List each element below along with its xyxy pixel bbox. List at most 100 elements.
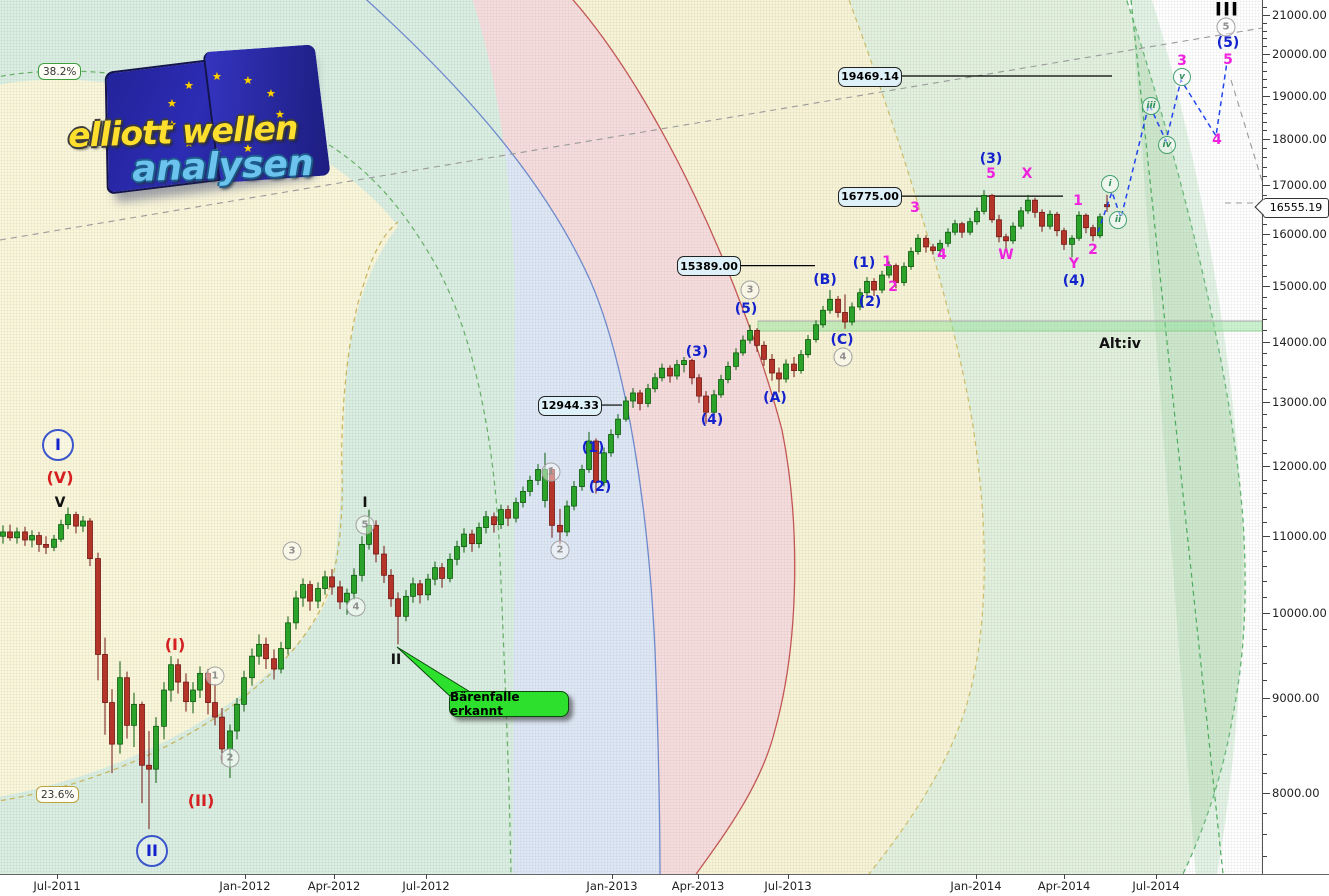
wave-label-red: (II): [187, 791, 215, 810]
y-tick: [1263, 426, 1267, 428]
y-tick: [1263, 734, 1267, 736]
wave-label-magenta: 2: [1088, 242, 1098, 258]
y-tick: [1263, 613, 1270, 615]
wave-label-blue: (B): [813, 272, 837, 288]
wave-label-blue: (4): [700, 412, 724, 428]
wave-label-blue: (2): [858, 294, 882, 310]
y-tick: [1263, 265, 1267, 267]
y-tick: [1263, 341, 1270, 343]
wave-label-gray-circle: 4: [833, 347, 853, 367]
y-tick: [1263, 70, 1267, 72]
price-line-label: 19469.14: [838, 66, 902, 87]
wave-label-blue: (1): [852, 255, 876, 271]
y-tick: [1263, 87, 1267, 89]
y-tick: [1263, 224, 1267, 226]
candlesticks: [0, 190, 1110, 830]
y-axis: 21000.00 20000.00 19000.00 18000.00 17000.00…: [1262, 0, 1329, 874]
y-tick: [1263, 194, 1267, 196]
y-tick-label: 18000.00: [1272, 132, 1327, 147]
wave-label-gray-circle: 3: [740, 280, 760, 300]
price-line-label: 15389.00: [677, 256, 741, 277]
y-tick-label: 15000.00: [1272, 279, 1327, 294]
chart-plot-area[interactable]: [0, 0, 1262, 874]
y-tick: [1263, 104, 1267, 106]
y-tick: [1263, 855, 1267, 857]
y-tick: [1263, 401, 1270, 403]
wave-label-magenta: 5: [1223, 52, 1233, 68]
y-tick: [1263, 95, 1270, 97]
wave-label-blue: (3): [979, 151, 1003, 167]
y-tick: [1263, 466, 1270, 468]
wave-label-magenta: X: [1021, 166, 1033, 182]
y-tick: [1263, 353, 1267, 355]
x-tick: [57, 874, 58, 879]
y-tick: [1263, 521, 1267, 523]
x-tick: [1156, 874, 1157, 879]
x-tick: [976, 874, 977, 879]
y-tick: [1263, 46, 1267, 48]
x-tick: [334, 874, 335, 879]
y-tick: [1263, 130, 1267, 132]
y-tick: [1263, 319, 1267, 321]
y-tick: [1263, 597, 1267, 599]
y-tick: [1263, 834, 1267, 836]
y-tick-label: 16000.00: [1272, 227, 1327, 242]
x-tick: [788, 874, 789, 879]
y-tick: [1263, 439, 1267, 441]
x-tick: [245, 874, 246, 879]
wave-label-magenta: 5: [986, 166, 996, 182]
y-tick: [1263, 244, 1267, 246]
x-tick-label: Jul-2013: [764, 879, 812, 893]
y-tick: [1263, 234, 1270, 236]
y-tick: [1263, 662, 1267, 664]
wave-label-gray-circle: 2: [550, 540, 570, 560]
wave-label-gray-circle: 1: [205, 666, 225, 686]
y-tick: [1263, 377, 1267, 379]
y-tick-label: 10000.00: [1272, 606, 1327, 621]
y-tick: [1263, 581, 1267, 583]
x-tick: [698, 874, 699, 879]
wave-label-blue: (1): [581, 440, 605, 456]
y-tick: [1263, 38, 1267, 40]
site-logo: ★ ★ ★ ★ ★ ★ ★ ★ ★ ★ ★ elliott wellen ana…: [60, 47, 360, 215]
wave-label-blue-circle: I: [42, 429, 74, 461]
y-tick-label: 8000.00: [1272, 786, 1320, 800]
y-tick: [1263, 452, 1267, 454]
y-tick: [1263, 479, 1267, 481]
price-line-label: 12944.33: [538, 395, 602, 416]
y-tick-label: 14000.00: [1272, 334, 1327, 349]
wave-label-magenta: 4: [1212, 132, 1222, 148]
y-tick: [1263, 793, 1270, 794]
y-tick: [1263, 112, 1267, 114]
x-tick-label: Jan-2014: [950, 879, 1002, 893]
y-tick: [1263, 22, 1267, 24]
y-tick: [1263, 30, 1267, 32]
wave-label-magenta: 1: [1073, 193, 1083, 209]
wave-label-green-circle: iv: [1158, 136, 1176, 154]
wave-label-gray-circle: 5: [1216, 17, 1236, 37]
callout-text: Bärenfalle erkannt: [450, 690, 520, 718]
wave-label-magenta: W: [998, 247, 1014, 263]
wave-label-magenta: 4: [937, 247, 947, 263]
y-tick: [1263, 175, 1267, 177]
y-tick: [1263, 507, 1267, 509]
y-tick: [1263, 139, 1270, 141]
x-tick-label: Jan-2013: [586, 879, 638, 893]
trend-lines: [0, 27, 1262, 241]
current-price-value: 16555.19: [1269, 201, 1323, 215]
y-tick: [1263, 148, 1267, 150]
wave-projection-path: [1097, 61, 1228, 233]
fib-percent-label: 23.6%: [36, 786, 80, 803]
wave-label-gray-circle: 2: [220, 748, 240, 768]
wave-label-magenta: 2: [888, 279, 898, 295]
y-tick: [1263, 551, 1267, 553]
x-tick: [612, 874, 613, 879]
y-tick: [1263, 629, 1267, 631]
wave-label-blue: (3): [685, 344, 709, 360]
y-tick: [1263, 308, 1267, 310]
y-tick: [1263, 680, 1267, 682]
x-tick-label: Jul-2014: [1132, 879, 1180, 893]
y-tick-label: 20000.00: [1272, 47, 1327, 62]
price-line-label: 16775.00: [838, 186, 902, 207]
